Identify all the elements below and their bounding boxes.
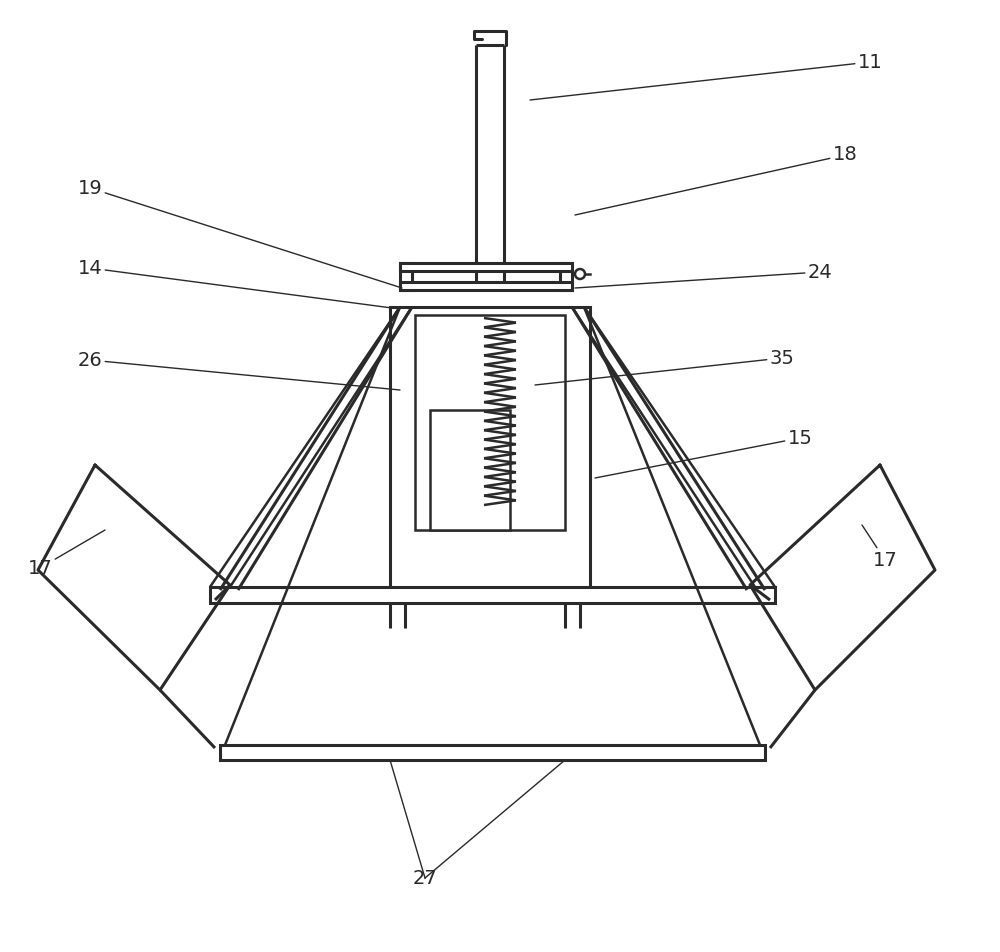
Text: 15: 15: [595, 428, 812, 478]
Bar: [390, 307, 590, 590]
Text: 27: 27: [413, 868, 437, 887]
Text: 24: 24: [575, 263, 832, 288]
Text: 17: 17: [862, 525, 897, 569]
Text: 11: 11: [530, 52, 882, 100]
Text: 14: 14: [78, 259, 392, 308]
Circle shape: [575, 269, 585, 279]
Bar: [415, 315, 565, 530]
Bar: [560, 263, 572, 290]
Text: 17: 17: [28, 530, 105, 578]
Bar: [430, 410, 510, 530]
Bar: [400, 263, 412, 290]
Text: 18: 18: [575, 146, 857, 215]
Text: 26: 26: [78, 350, 400, 390]
Bar: [210, 587, 775, 603]
Bar: [220, 745, 765, 760]
Bar: [400, 282, 572, 290]
Text: 19: 19: [78, 179, 402, 288]
Bar: [400, 263, 572, 271]
Text: 35: 35: [535, 348, 794, 385]
